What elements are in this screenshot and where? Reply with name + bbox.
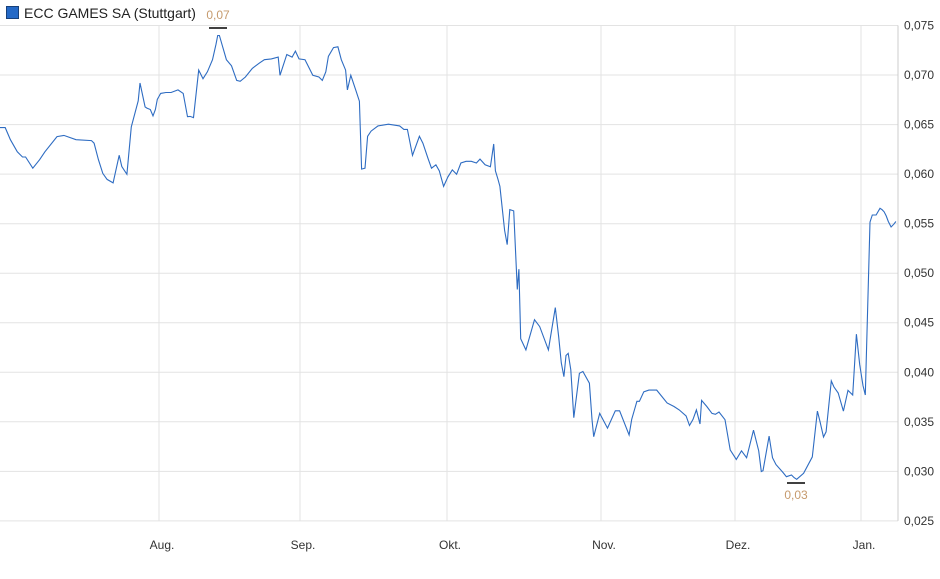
svg-text:0,070: 0,070 bbox=[904, 68, 934, 82]
svg-text:0,055: 0,055 bbox=[904, 217, 934, 231]
svg-text:0,025: 0,025 bbox=[904, 514, 934, 528]
svg-text:0,035: 0,035 bbox=[904, 415, 934, 429]
svg-text:Nov.: Nov. bbox=[592, 538, 616, 552]
svg-text:Sep.: Sep. bbox=[291, 538, 316, 552]
svg-text:0,060: 0,060 bbox=[904, 167, 934, 181]
svg-text:0,065: 0,065 bbox=[904, 118, 934, 132]
svg-text:Aug.: Aug. bbox=[150, 538, 175, 552]
svg-text:Okt.: Okt. bbox=[439, 538, 461, 552]
svg-text:0,075: 0,075 bbox=[904, 19, 934, 33]
svg-text:0,07: 0,07 bbox=[206, 8, 230, 22]
svg-text:0,040: 0,040 bbox=[904, 365, 934, 379]
svg-text:Dez.: Dez. bbox=[726, 538, 751, 552]
svg-text:0,050: 0,050 bbox=[904, 266, 934, 280]
svg-text:0,045: 0,045 bbox=[904, 316, 934, 330]
svg-text:0,03: 0,03 bbox=[784, 488, 808, 502]
svg-text:Jan.: Jan. bbox=[853, 538, 876, 552]
svg-text:0,030: 0,030 bbox=[904, 464, 934, 478]
